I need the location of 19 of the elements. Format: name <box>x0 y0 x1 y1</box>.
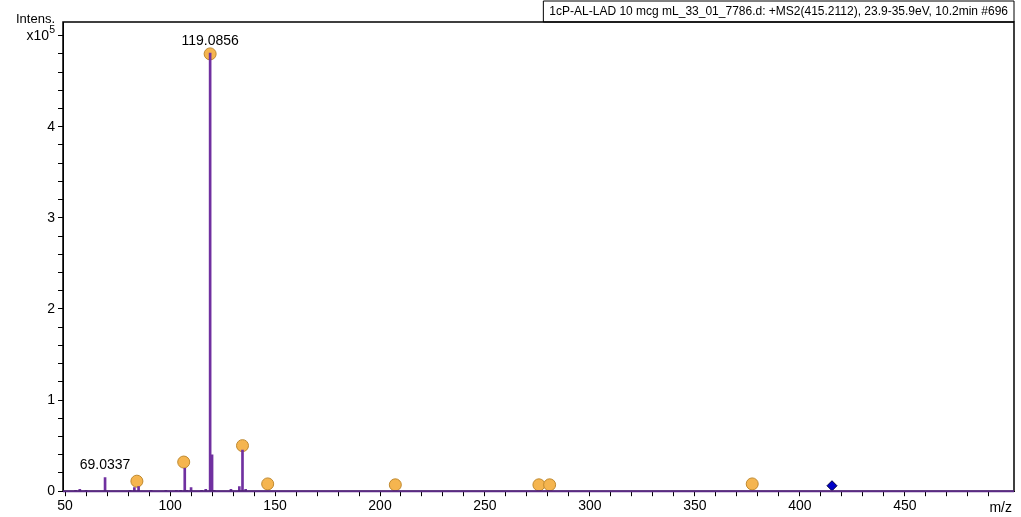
x-tick-label: 200 <box>368 497 392 514</box>
x-tick-label: 250 <box>473 497 497 514</box>
y-tick-label: 4 <box>47 117 56 134</box>
x-tick-label: 450 <box>893 497 917 514</box>
annotation: 119.0856 <box>181 31 240 48</box>
x-tick-label: 350 <box>683 497 707 514</box>
y-tick-label: 1 <box>47 390 56 407</box>
x-tick-label: 150 <box>263 497 287 514</box>
x-axis-title: m/z <box>989 499 1013 516</box>
y-axis-title: Intens. <box>15 10 56 26</box>
y-tick-label: 3 <box>47 208 56 225</box>
annotation: 69.0337 <box>79 456 131 473</box>
chart-title: 1cP-AL-LAD 10 mcg mL_33_01_7786.d: +MS2(415.2112), 23.9-35.9eV, 10.2min #696 <box>549 4 1009 19</box>
x-tick-label: 300 <box>578 497 602 514</box>
x-tick-label: 100 <box>158 497 182 514</box>
x-tick-label: 50 <box>57 497 74 514</box>
x-tick-label: 400 <box>788 497 812 514</box>
y-tick-label: 0 <box>47 482 56 499</box>
y-tick-label: 2 <box>47 299 56 316</box>
